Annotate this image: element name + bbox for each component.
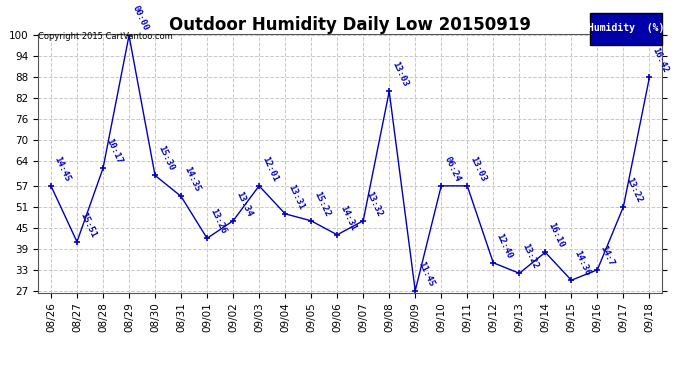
Text: 13:22: 13:22 [624,176,644,204]
Text: 14:35: 14:35 [182,165,202,194]
Text: 06:24: 06:24 [442,155,462,183]
Text: 14:7: 14:7 [599,244,616,267]
Text: 14:36: 14:36 [573,249,592,278]
Text: 13:32: 13:32 [364,190,384,218]
Text: 10:17: 10:17 [104,137,124,166]
Text: 00:00: 00:00 [130,4,150,33]
Text: 13:26: 13:26 [208,207,228,236]
Text: 13:03: 13:03 [391,60,410,88]
Text: 11:45: 11:45 [417,260,436,288]
Text: Humidity  (%): Humidity (%) [588,23,664,33]
Text: 13:03: 13:03 [469,155,488,183]
Text: Copyright 2015 CartVantoo.com: Copyright 2015 CartVantoo.com [38,32,172,41]
Text: 15:30: 15:30 [157,144,176,172]
Text: 15:51: 15:51 [78,211,98,239]
Text: 14:31: 14:31 [339,204,358,232]
Text: 16:10: 16:10 [546,221,566,249]
Text: 12:01: 12:01 [260,155,280,183]
Title: Outdoor Humidity Daily Low 20150919: Outdoor Humidity Daily Low 20150919 [169,16,531,34]
Text: 13:31: 13:31 [286,183,306,211]
Text: 13:22: 13:22 [520,242,540,270]
Text: 14:45: 14:45 [52,155,72,183]
Text: 13:34: 13:34 [235,190,254,218]
Text: 16:42: 16:42 [651,46,670,75]
Text: 12:40: 12:40 [495,232,514,260]
Text: 15:22: 15:22 [313,190,332,218]
